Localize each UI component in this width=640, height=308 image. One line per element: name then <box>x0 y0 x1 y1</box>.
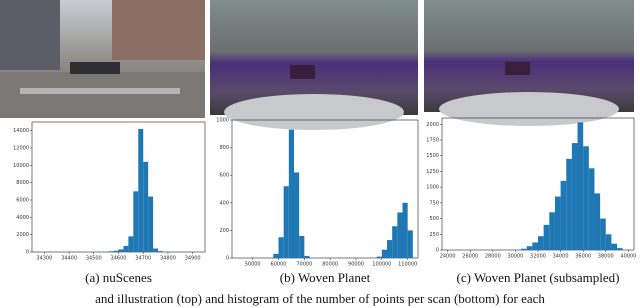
bar <box>538 236 544 250</box>
y-tick-label: 1500 <box>426 153 439 159</box>
bar <box>611 243 618 250</box>
bar <box>304 255 310 258</box>
bar <box>392 226 398 258</box>
bar <box>543 224 550 250</box>
x-tick-label: 34600 <box>111 256 127 262</box>
bar <box>560 180 567 250</box>
y-tick-label: 250 <box>429 232 439 238</box>
x-tick-label: 34400 <box>61 256 77 262</box>
bar <box>113 250 119 252</box>
photo-woven-planet-subsampled <box>424 0 634 126</box>
bar <box>123 245 129 252</box>
bar <box>138 128 144 252</box>
bar <box>583 146 589 250</box>
bar <box>148 196 154 252</box>
y-tick-label: 0 <box>26 250 29 256</box>
y-tick-label: 14000 <box>13 128 29 134</box>
bar <box>532 242 538 250</box>
x-tick-label: 34900 <box>185 256 201 262</box>
y-tick-label: 4000 <box>16 215 29 221</box>
bar <box>407 230 413 258</box>
x-tick-label: 70000 <box>296 262 312 268</box>
x-tick-label: 34300 <box>36 256 52 262</box>
bar <box>521 248 527 250</box>
bar <box>397 212 403 258</box>
photo-woven-planet <box>210 0 418 130</box>
x-tick-label: 80000 <box>322 262 338 268</box>
bar <box>153 248 159 252</box>
y-tick-label: 0 <box>226 256 229 262</box>
bar <box>566 158 572 250</box>
x-tick-label: 32000 <box>530 254 546 260</box>
y-tick-label: 10000 <box>13 163 29 169</box>
bar <box>617 248 623 250</box>
x-tick-label: 90000 <box>348 262 364 268</box>
axes-frame <box>231 119 419 259</box>
x-tick-label: 34800 <box>160 256 176 262</box>
x-tick-label: 36000 <box>575 254 591 260</box>
x-tick-label: 24000 <box>440 254 456 260</box>
y-tick-label: 12000 <box>13 146 29 152</box>
bar <box>128 236 134 252</box>
y-tick-label: 0 <box>436 248 439 254</box>
x-tick-label: 34000 <box>553 254 569 260</box>
x-tick-label: 26000 <box>462 254 478 260</box>
y-tick-label: 400 <box>219 200 229 206</box>
x-tick-label: 100000 <box>372 262 391 268</box>
y-tick-label: 2000 <box>426 122 439 128</box>
x-tick-label: 28000 <box>485 254 501 260</box>
caption: (a) nuScenes <box>85 270 152 285</box>
bar <box>600 218 606 250</box>
bar <box>376 256 382 258</box>
bar <box>278 237 284 258</box>
bar <box>273 253 279 258</box>
y-tick-label: 8000 <box>16 180 29 186</box>
bar <box>577 122 584 250</box>
y-tick-label: 2000 <box>16 232 29 238</box>
x-tick-label: 40000 <box>620 254 636 260</box>
bar <box>299 235 305 258</box>
bar <box>133 191 139 252</box>
photo-nuscenes <box>0 0 205 118</box>
y-tick-label: 6000 <box>16 198 29 204</box>
bar <box>554 196 561 250</box>
bar <box>588 168 595 250</box>
x-tick-label: 38000 <box>598 254 614 260</box>
bar <box>294 172 300 258</box>
y-tick-label: 750 <box>429 200 439 206</box>
axes-frame <box>31 121 206 253</box>
caption: (b) Woven Planet <box>280 270 371 285</box>
x-tick-label: 110000 <box>398 262 417 268</box>
bar <box>402 202 408 258</box>
y-tick-label: 1000 <box>216 118 229 124</box>
x-tick-label: 50000 <box>245 262 261 268</box>
bar <box>158 251 163 252</box>
y-tick-label: 1250 <box>426 169 439 175</box>
x-tick-label: 30000 <box>507 254 523 260</box>
y-tick-label: 1000 <box>426 185 439 191</box>
x-tick-label: 60000 <box>271 262 287 268</box>
bar <box>549 212 555 250</box>
bar <box>118 249 124 252</box>
bar <box>526 246 533 250</box>
y-tick-label: 1750 <box>426 138 439 144</box>
x-tick-label: 34700 <box>135 256 151 262</box>
x-tick-label: 34500 <box>86 256 102 262</box>
y-tick-label: 500 <box>429 216 439 222</box>
body-text: and illustration (top) and histogram of … <box>95 291 545 306</box>
bar <box>288 129 294 258</box>
bar <box>108 251 114 252</box>
bar <box>283 186 289 258</box>
y-tick-label: 800 <box>219 145 229 151</box>
bar <box>571 143 578 250</box>
y-tick-label: 600 <box>219 173 229 179</box>
y-tick-label: 200 <box>219 228 229 234</box>
bar <box>594 193 601 250</box>
bar <box>387 240 393 258</box>
bar <box>143 161 149 252</box>
caption: (c) Woven Planet (subsampled) <box>457 270 620 285</box>
bar <box>605 234 612 250</box>
bar <box>381 249 387 258</box>
